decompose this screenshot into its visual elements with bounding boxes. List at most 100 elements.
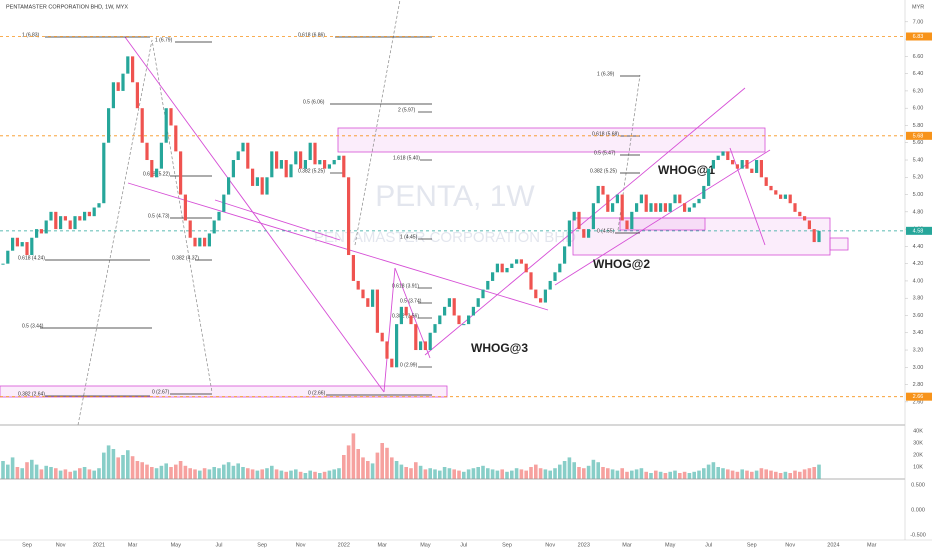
trend-line bbox=[214, 199, 341, 241]
osc-tick-label: 0.000 bbox=[911, 507, 925, 513]
candle bbox=[596, 185, 600, 204]
volume-bar bbox=[524, 470, 528, 479]
volume-bar bbox=[183, 465, 188, 479]
volume-bar bbox=[303, 473, 308, 479]
y-tick-label: 5.60 bbox=[913, 140, 924, 146]
candle bbox=[83, 211, 87, 221]
candle bbox=[572, 211, 576, 221]
candle bbox=[740, 160, 744, 169]
volume-bar bbox=[692, 471, 696, 479]
candle bbox=[750, 168, 754, 173]
volume-bar bbox=[783, 471, 788, 479]
candle bbox=[265, 177, 269, 195]
volume-bar bbox=[735, 471, 740, 479]
fib-label: 0.5 (6.06) bbox=[303, 99, 325, 105]
candle bbox=[673, 194, 677, 204]
volume-bar bbox=[49, 467, 53, 479]
y-tick-label: 3.80 bbox=[913, 296, 924, 302]
candle bbox=[755, 160, 759, 173]
volume-bar bbox=[745, 470, 749, 479]
volume-bar bbox=[366, 461, 370, 479]
candle bbox=[803, 216, 807, 221]
price-label-box bbox=[906, 226, 932, 235]
candle bbox=[457, 315, 461, 325]
volume-bar bbox=[375, 452, 380, 479]
candle bbox=[692, 203, 696, 208]
volume-bar bbox=[663, 473, 668, 479]
y-tick-label: 6.60 bbox=[913, 54, 924, 60]
volume-bar bbox=[265, 468, 269, 479]
candle bbox=[44, 220, 48, 234]
candle bbox=[817, 230, 821, 243]
volume-bar bbox=[639, 468, 644, 479]
volume-tick-label: 10K bbox=[913, 464, 923, 470]
volume-bar bbox=[380, 443, 384, 479]
candle bbox=[471, 306, 475, 316]
volume-bar bbox=[620, 468, 624, 479]
x-tick-label: Sep bbox=[22, 542, 32, 548]
volume-bar bbox=[1, 461, 5, 479]
candle bbox=[683, 203, 687, 212]
y-tick-label: 3.40 bbox=[913, 330, 924, 336]
volume-tick-label: 30K bbox=[913, 440, 923, 446]
x-tick-label: May bbox=[665, 542, 676, 548]
zone bbox=[337, 127, 766, 153]
volume-bar bbox=[39, 469, 44, 479]
volume-bar bbox=[78, 468, 82, 479]
candle bbox=[807, 220, 811, 230]
candle bbox=[433, 324, 437, 333]
y-tick-label: 5.00 bbox=[913, 192, 924, 198]
candle bbox=[764, 177, 768, 186]
candle bbox=[150, 160, 154, 178]
x-tick-label: Nov bbox=[56, 542, 66, 548]
volume-bar bbox=[279, 470, 284, 479]
candle bbox=[409, 315, 413, 325]
fib-label: 1 (6.83) bbox=[22, 32, 40, 38]
candle bbox=[644, 194, 648, 212]
volume-bar bbox=[807, 468, 812, 479]
candle bbox=[246, 142, 250, 169]
fib-label: 0.382 (4.37) bbox=[172, 255, 199, 261]
volume-bar bbox=[222, 464, 226, 479]
candle bbox=[131, 56, 135, 83]
candle bbox=[222, 194, 226, 212]
candle bbox=[399, 306, 403, 325]
candle bbox=[649, 203, 653, 212]
volume-bar bbox=[764, 469, 768, 479]
guide bbox=[354, 0, 401, 246]
volume-bar bbox=[457, 470, 461, 479]
candle bbox=[476, 298, 480, 307]
candle bbox=[155, 168, 159, 178]
volume-bar bbox=[207, 469, 212, 479]
candle bbox=[135, 82, 139, 109]
volume-bar bbox=[438, 470, 442, 479]
x-tick-label: 2024 bbox=[827, 542, 839, 548]
candle bbox=[188, 220, 192, 238]
candle bbox=[419, 341, 423, 351]
fib-label: 0 (4.55) bbox=[597, 228, 615, 234]
fib-label: 0.382 (2.64) bbox=[18, 391, 45, 397]
volume-bar bbox=[111, 449, 116, 479]
volume-bar bbox=[673, 470, 677, 479]
volume-bar bbox=[390, 457, 394, 479]
volume-bar bbox=[716, 467, 720, 479]
volume-bar bbox=[606, 468, 610, 479]
volume-tick-label: 20K bbox=[913, 452, 923, 458]
volume-bar bbox=[634, 469, 639, 479]
volume-bar bbox=[212, 467, 216, 479]
fib-label: 0.5 (5.47) bbox=[594, 150, 616, 156]
volume-bar bbox=[159, 465, 164, 479]
candle bbox=[35, 229, 39, 238]
volume-bar bbox=[418, 465, 423, 479]
candle bbox=[308, 142, 312, 161]
candle bbox=[380, 332, 384, 342]
candle bbox=[745, 160, 749, 169]
candle bbox=[486, 280, 490, 290]
candle bbox=[735, 164, 739, 169]
candle bbox=[615, 194, 619, 204]
x-tick-label: Sep bbox=[257, 542, 267, 548]
candle bbox=[198, 237, 202, 247]
fib-label: 0.618 (4.24) bbox=[18, 255, 45, 261]
candle bbox=[515, 259, 519, 264]
